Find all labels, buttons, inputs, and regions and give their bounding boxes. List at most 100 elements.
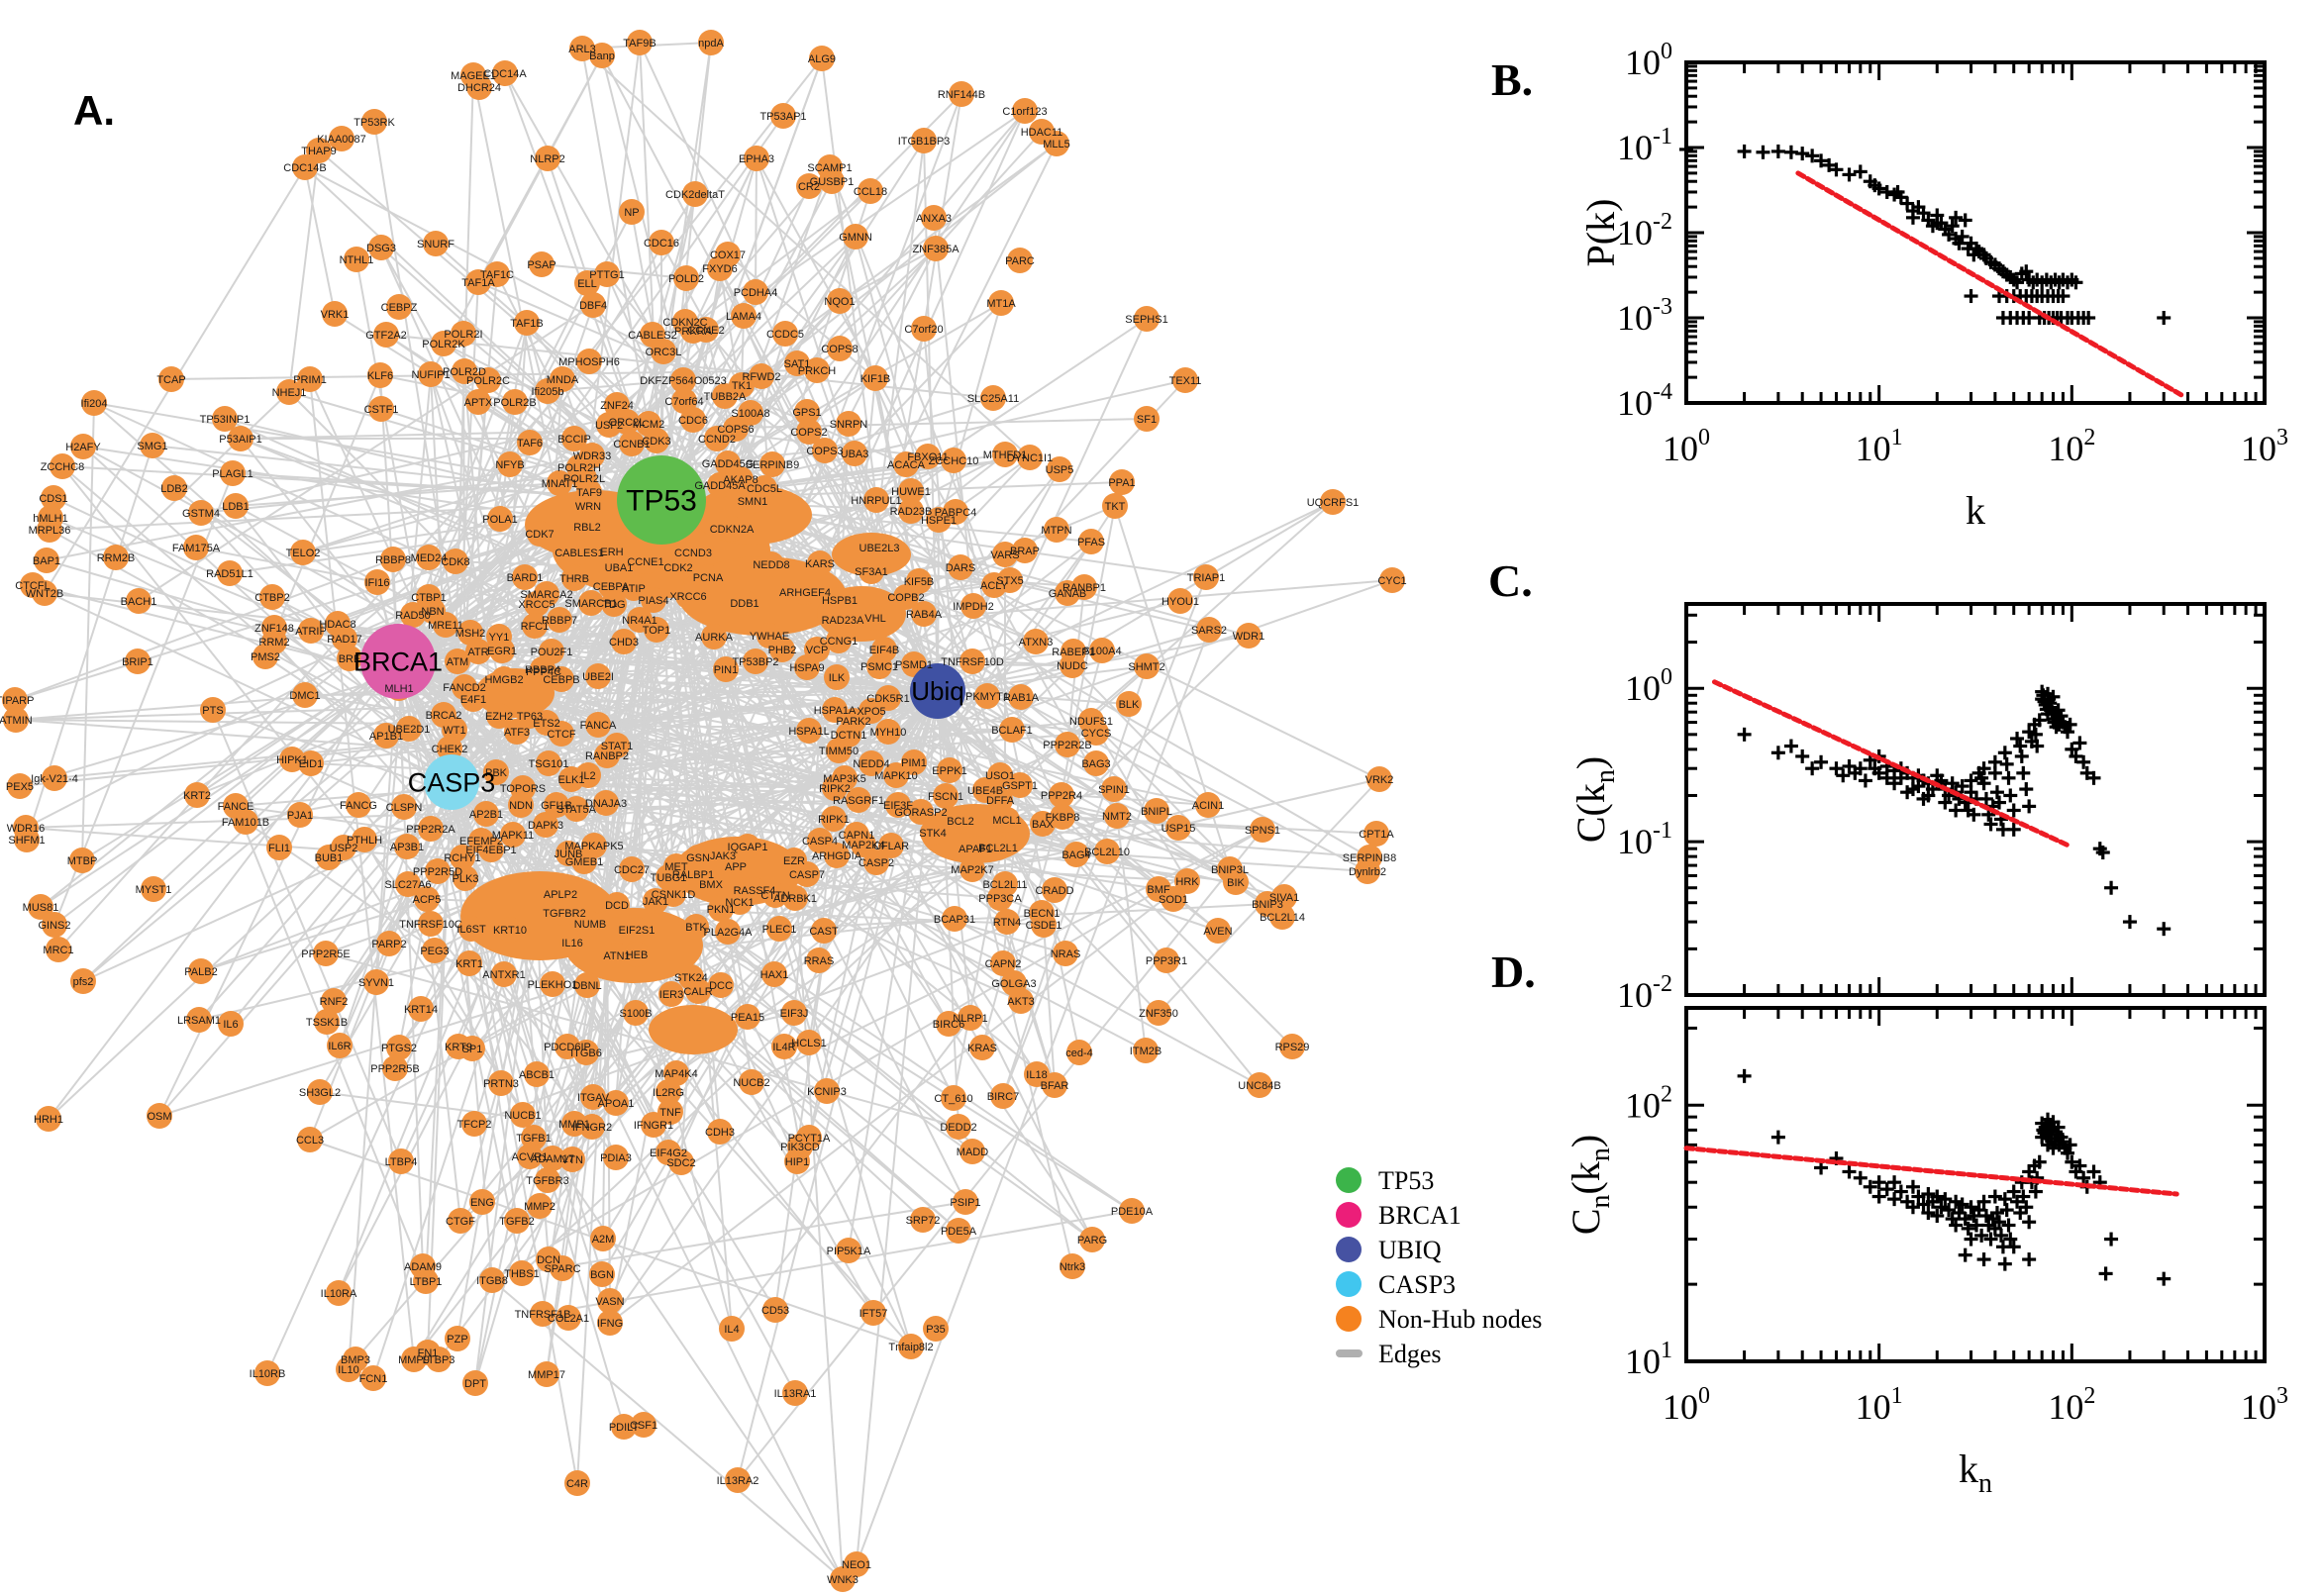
gene-node[interactable] bbox=[633, 549, 658, 574]
gene-node[interactable] bbox=[491, 961, 517, 987]
gene-node[interactable] bbox=[510, 1102, 536, 1128]
gene-node[interactable] bbox=[941, 1085, 966, 1111]
gene-node[interactable] bbox=[643, 888, 668, 914]
gene-node[interactable] bbox=[1161, 886, 1186, 912]
gene-node[interactable] bbox=[946, 1114, 971, 1140]
gene-node[interactable] bbox=[147, 1103, 172, 1129]
gene-node[interactable] bbox=[1104, 803, 1130, 829]
gene-node[interactable] bbox=[344, 247, 369, 272]
gene-node[interactable] bbox=[898, 498, 924, 524]
gene-node[interactable] bbox=[450, 845, 475, 870]
gene-node[interactable] bbox=[1101, 776, 1127, 802]
gene-node[interactable] bbox=[486, 703, 512, 729]
gene-node[interactable] bbox=[749, 363, 774, 389]
gene-node[interactable] bbox=[1205, 918, 1231, 944]
gene-node[interactable] bbox=[933, 783, 959, 809]
gene-node[interactable] bbox=[796, 718, 822, 744]
gene-node[interactable] bbox=[448, 1208, 473, 1234]
gene-node[interactable] bbox=[1078, 529, 1104, 554]
gene-node[interactable] bbox=[830, 607, 856, 633]
gene-node[interactable] bbox=[500, 822, 526, 848]
gene-node[interactable] bbox=[623, 1000, 649, 1026]
gene-node[interactable] bbox=[220, 460, 246, 486]
gene-node[interactable] bbox=[1134, 306, 1160, 332]
gene-node[interactable] bbox=[794, 399, 820, 425]
gene-node[interactable] bbox=[527, 521, 553, 547]
gene-node[interactable] bbox=[680, 407, 706, 433]
gene-node[interactable] bbox=[878, 833, 904, 858]
gene-node[interactable] bbox=[656, 1079, 681, 1105]
gene-node[interactable] bbox=[46, 937, 71, 962]
gene-node[interactable] bbox=[364, 569, 390, 595]
gene-node[interactable] bbox=[668, 1149, 694, 1175]
gene-node[interactable] bbox=[475, 367, 501, 393]
gene-node[interactable] bbox=[287, 802, 313, 828]
gene-node[interactable] bbox=[744, 146, 769, 171]
gene-node[interactable] bbox=[577, 911, 603, 937]
gene-node[interactable] bbox=[1247, 1072, 1272, 1098]
gene-node[interactable] bbox=[589, 43, 615, 68]
gene-node[interactable] bbox=[987, 787, 1013, 813]
gene-node[interactable] bbox=[297, 366, 323, 392]
gene-node[interactable] bbox=[627, 30, 653, 55]
gene-node[interactable] bbox=[465, 639, 491, 664]
gene-node[interactable] bbox=[893, 584, 919, 610]
gene-node[interactable] bbox=[862, 365, 888, 391]
gene-node[interactable] bbox=[1195, 792, 1221, 818]
gene-node[interactable] bbox=[1165, 815, 1191, 841]
gene-node[interactable] bbox=[769, 637, 795, 662]
gene-node[interactable] bbox=[1047, 456, 1072, 482]
gene-node[interactable] bbox=[563, 796, 589, 822]
gene-node[interactable] bbox=[824, 843, 850, 868]
gene-node[interactable] bbox=[698, 871, 724, 897]
gene-node[interactable] bbox=[1023, 629, 1049, 654]
gene-node[interactable] bbox=[866, 535, 892, 560]
gene-node[interactable] bbox=[42, 912, 67, 938]
gene-node[interactable] bbox=[559, 930, 585, 955]
gene-node[interactable] bbox=[535, 146, 560, 171]
gene-node[interactable] bbox=[1044, 131, 1069, 156]
gene-node[interactable] bbox=[445, 1326, 470, 1351]
gene-node[interactable] bbox=[34, 548, 59, 573]
gene-node[interactable] bbox=[860, 1300, 886, 1326]
gene-node[interactable] bbox=[479, 1267, 505, 1293]
gene-node[interactable] bbox=[1279, 1034, 1305, 1059]
gene-node[interactable] bbox=[693, 317, 719, 343]
gene-node[interactable] bbox=[388, 1148, 414, 1174]
gene-node[interactable] bbox=[911, 601, 937, 627]
gene-node[interactable] bbox=[346, 792, 371, 818]
gene-node[interactable] bbox=[478, 837, 504, 862]
gene-node[interactable] bbox=[1049, 782, 1074, 808]
gene-node[interactable] bbox=[990, 1083, 1016, 1109]
gene-node[interactable] bbox=[1379, 567, 1405, 593]
gene-node[interactable] bbox=[186, 1007, 212, 1033]
gene-node[interactable] bbox=[536, 750, 561, 776]
gene-node[interactable] bbox=[487, 506, 513, 532]
gene-node[interactable] bbox=[566, 540, 592, 565]
gene-node[interactable] bbox=[1193, 564, 1219, 590]
gene-node[interactable] bbox=[292, 682, 318, 708]
gene-node[interactable] bbox=[534, 1361, 559, 1387]
gene-node[interactable] bbox=[574, 270, 600, 296]
gene-node[interactable] bbox=[960, 1139, 985, 1164]
gene-node[interactable] bbox=[685, 978, 711, 1004]
gene-node[interactable] bbox=[604, 943, 630, 968]
gene-node[interactable] bbox=[958, 1005, 983, 1031]
gene-node[interactable] bbox=[594, 261, 620, 287]
gene-node[interactable] bbox=[391, 794, 417, 820]
gene-node[interactable] bbox=[36, 1106, 61, 1132]
gene-node[interactable] bbox=[858, 178, 883, 204]
gene-node[interactable] bbox=[784, 1148, 810, 1174]
gene-node[interactable] bbox=[276, 379, 302, 405]
gene-node[interactable] bbox=[413, 1268, 439, 1294]
gene-node[interactable] bbox=[416, 545, 442, 570]
gene-node[interactable] bbox=[719, 1316, 745, 1342]
gene-node[interactable] bbox=[1007, 248, 1033, 273]
gene-node[interactable] bbox=[453, 865, 478, 891]
gene-node[interactable] bbox=[826, 738, 852, 763]
gene-node[interactable] bbox=[469, 1189, 495, 1215]
gene-node[interactable] bbox=[960, 648, 985, 674]
gene-node[interactable] bbox=[590, 1226, 616, 1251]
gene-node[interactable] bbox=[1250, 817, 1275, 843]
gene-node[interactable] bbox=[846, 787, 871, 813]
